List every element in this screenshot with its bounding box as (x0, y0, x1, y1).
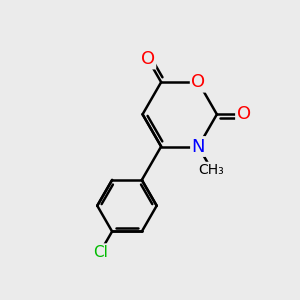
Text: CH₃: CH₃ (198, 163, 224, 177)
Text: O: O (237, 105, 251, 123)
Text: N: N (191, 137, 205, 155)
Text: O: O (141, 50, 155, 68)
Text: Cl: Cl (93, 244, 108, 260)
Text: O: O (191, 73, 206, 91)
